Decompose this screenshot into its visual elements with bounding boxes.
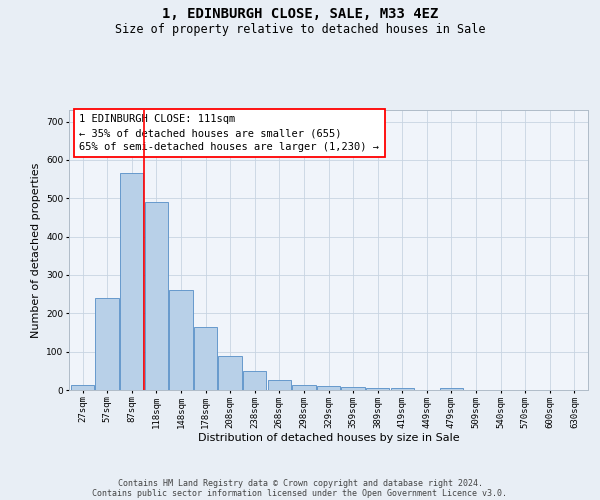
X-axis label: Distribution of detached houses by size in Sale: Distribution of detached houses by size … xyxy=(197,434,460,444)
Bar xyxy=(341,388,365,390)
Bar xyxy=(366,388,389,390)
Text: Contains HM Land Registry data © Crown copyright and database right 2024.: Contains HM Land Registry data © Crown c… xyxy=(118,478,482,488)
Y-axis label: Number of detached properties: Number of detached properties xyxy=(31,162,41,338)
Bar xyxy=(268,380,291,390)
Bar xyxy=(243,371,266,390)
Bar xyxy=(218,356,242,390)
Text: Size of property relative to detached houses in Sale: Size of property relative to detached ho… xyxy=(115,22,485,36)
Text: Contains public sector information licensed under the Open Government Licence v3: Contains public sector information licen… xyxy=(92,488,508,498)
Bar xyxy=(292,384,316,390)
Bar xyxy=(71,386,94,390)
Text: 1 EDINBURGH CLOSE: 111sqm
← 35% of detached houses are smaller (655)
65% of semi: 1 EDINBURGH CLOSE: 111sqm ← 35% of detac… xyxy=(79,114,379,152)
Bar xyxy=(120,174,143,390)
Bar xyxy=(95,298,119,390)
Bar xyxy=(194,326,217,390)
Bar xyxy=(440,388,463,390)
Bar xyxy=(317,386,340,390)
Bar xyxy=(169,290,193,390)
Text: 1, EDINBURGH CLOSE, SALE, M33 4EZ: 1, EDINBURGH CLOSE, SALE, M33 4EZ xyxy=(162,8,438,22)
Bar xyxy=(391,388,414,390)
Bar xyxy=(145,202,168,390)
